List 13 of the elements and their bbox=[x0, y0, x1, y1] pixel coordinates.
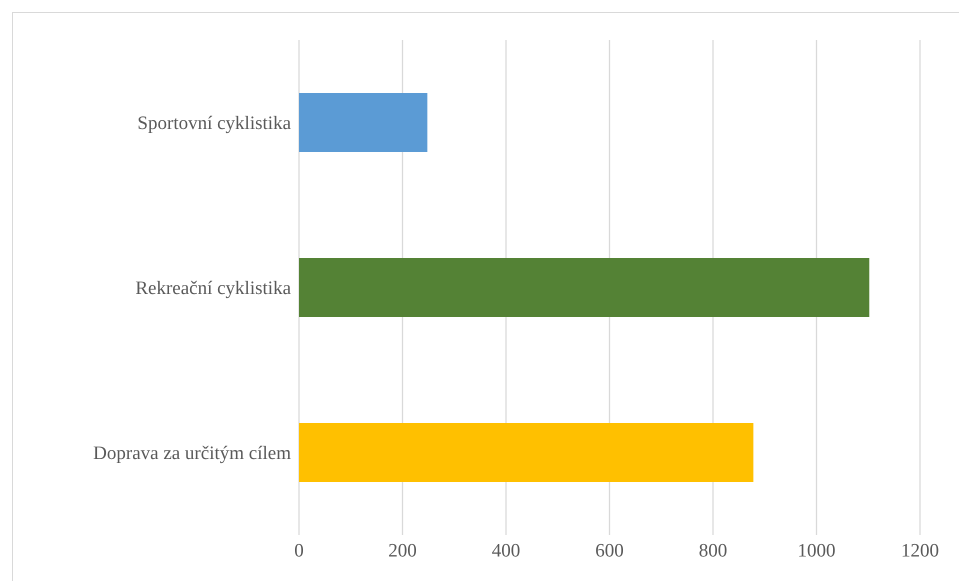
bar bbox=[299, 423, 754, 482]
bar bbox=[299, 93, 428, 152]
bar bbox=[299, 258, 870, 317]
x-tick-label: 800 bbox=[698, 540, 728, 562]
x-tick-label: 400 bbox=[492, 540, 520, 562]
x-tick-label: 600 bbox=[595, 540, 624, 562]
y-tick-label: Doprava za určitým cílem bbox=[93, 443, 292, 464]
x-tick-label: 1200 bbox=[901, 540, 939, 562]
x-tick-label: 0 bbox=[294, 540, 304, 562]
x-tick-label: 1000 bbox=[798, 540, 836, 562]
y-tick-label: Rekreační cyklistika bbox=[135, 278, 292, 300]
x-tick-label: 200 bbox=[388, 540, 417, 562]
y-tick-label: Sportovní cyklistika bbox=[137, 113, 292, 134]
